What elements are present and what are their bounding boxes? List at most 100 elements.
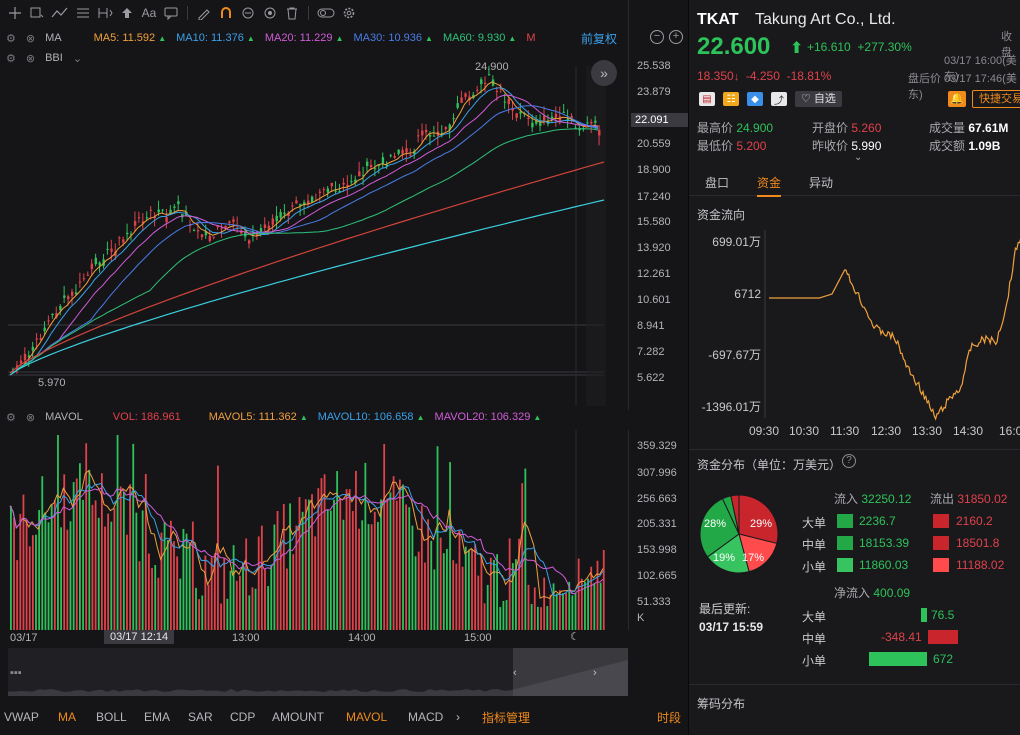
eye-icon[interactable] xyxy=(259,2,281,24)
candle-body xyxy=(428,135,432,137)
tab-boll[interactable]: BOLL xyxy=(96,710,127,724)
close-icon[interactable]: ⊗ xyxy=(25,32,36,45)
price-axis-label: 22.091 xyxy=(631,113,688,127)
candle-body xyxy=(200,234,204,238)
chevron-down-icon[interactable]: ⌄ xyxy=(72,52,83,65)
candle-body xyxy=(248,240,251,244)
tab-orderbook[interactable]: 盘口 xyxy=(705,176,730,190)
tab-ema[interactable]: EMA xyxy=(144,710,171,724)
pen-icon[interactable] xyxy=(193,2,215,24)
tag-icon[interactable]: ◆ xyxy=(747,92,763,106)
settings-icon[interactable]: ⚙ xyxy=(6,52,16,65)
settings-icon[interactable]: ⚙ xyxy=(6,32,16,45)
bell-icon[interactable]: 🔔 xyxy=(948,91,966,107)
tab-cdp[interactable]: CDP xyxy=(230,710,256,724)
close-time: 03/17 16:00(美东) xyxy=(944,55,1017,83)
tab-ma[interactable]: MA xyxy=(58,710,76,724)
close-icon[interactable]: ⊗ xyxy=(25,52,36,65)
ma10-value: MA10: 11.376 ▲ xyxy=(176,32,255,44)
quick-trade-button[interactable]: 快捷交易 xyxy=(972,90,1020,108)
net-row-label: 中单 xyxy=(802,632,827,646)
watchlist-button[interactable]: ♡ 自选 xyxy=(795,91,842,107)
crosshair-icon[interactable] xyxy=(4,2,26,24)
candle-body xyxy=(192,230,196,232)
chart-badge-icon[interactable]: ☷ xyxy=(723,92,739,106)
volume-bar xyxy=(398,479,401,630)
volume-bar xyxy=(323,474,326,630)
volume-bar xyxy=(104,526,106,630)
volume-bar xyxy=(317,488,320,630)
low-mark: 5.970 xyxy=(38,377,66,389)
tab-mavol[interactable]: MAVOL xyxy=(346,710,388,724)
after-hours-quote: 18.350↓ -4.250 -18.81% xyxy=(697,69,832,83)
volume-bar xyxy=(348,489,351,630)
trash-icon[interactable] xyxy=(281,2,303,24)
expand-button[interactable]: » xyxy=(591,60,617,86)
indicator-manage-button[interactable]: 指标管理 xyxy=(482,710,531,725)
mavol-label: MAVOL xyxy=(45,411,83,423)
volume-bar xyxy=(336,471,339,630)
pie-slice xyxy=(730,494,740,535)
volume-bar xyxy=(126,534,128,630)
timeshare-button[interactable]: 时段 xyxy=(657,710,682,725)
zoom-in-icon[interactable]: + xyxy=(669,30,683,44)
ma20-value: MA20: 11.229 ▲ xyxy=(264,32,344,44)
candle-body xyxy=(346,184,349,187)
volume-bar xyxy=(301,511,304,630)
toggle-icon[interactable] xyxy=(314,2,338,24)
share-icon[interactable]: ⤴ xyxy=(771,92,787,107)
outflow-swatch xyxy=(933,558,949,572)
volume-bar xyxy=(304,499,307,630)
volume-bar xyxy=(151,567,153,630)
magnet-icon[interactable] xyxy=(215,2,237,24)
volume-bar xyxy=(329,510,332,630)
expand-chevron-icon[interactable]: ⌄ xyxy=(854,152,863,163)
price-chart[interactable] xyxy=(8,66,628,406)
ma-more[interactable]: M xyxy=(526,32,536,44)
tab-macd[interactable]: MACD xyxy=(408,710,444,724)
tab-funds[interactable]: 资金 xyxy=(757,174,782,197)
volume-bar xyxy=(427,519,429,630)
volume-bar xyxy=(47,522,50,630)
gear-icon[interactable] xyxy=(338,2,360,24)
volume-chart[interactable] xyxy=(8,430,628,630)
text-icon[interactable]: Aa xyxy=(141,6,157,20)
tab-sar[interactable]: SAR xyxy=(188,710,213,724)
mavol-line xyxy=(9,482,604,597)
candle-body xyxy=(432,135,436,137)
candle-body xyxy=(350,181,353,183)
tab-vwap[interactable]: VWAP xyxy=(4,710,39,724)
volume-bar xyxy=(207,584,210,630)
chevron-right-icon[interactable]: › xyxy=(456,710,460,724)
fund-flow-chart[interactable]: 699.01万 6712 -697.67万 -1396.01万 09:30 10:30 11… xyxy=(689,228,1020,443)
close-icon[interactable]: ⊗ xyxy=(25,411,36,424)
volume-bar xyxy=(295,525,298,630)
comment-icon[interactable] xyxy=(160,2,182,24)
outflow-swatch xyxy=(933,536,949,550)
rect-icon[interactable] xyxy=(26,2,48,24)
high-mark: 24.900 xyxy=(475,61,509,73)
volume-bar xyxy=(191,521,194,630)
mavol10-value: MAVOL10: 106.658 ▲ xyxy=(317,411,425,423)
tab-movements[interactable]: 异动 xyxy=(809,176,834,190)
candle-body xyxy=(126,232,129,235)
candle-body xyxy=(114,251,117,256)
volume-bar xyxy=(333,499,335,630)
fibonacci-icon[interactable] xyxy=(94,2,116,24)
tab-amount[interactable]: AMOUNT xyxy=(272,710,324,724)
adjust-button[interactable]: 前复权 xyxy=(581,32,618,46)
volume-bar xyxy=(220,603,222,630)
candle-body xyxy=(562,111,566,113)
grid-icon[interactable] xyxy=(72,2,94,24)
candle-body xyxy=(90,263,94,270)
volume-bar xyxy=(361,520,364,630)
settings-icon[interactable]: ⚙ xyxy=(6,411,16,424)
lock-icon[interactable] xyxy=(237,2,259,24)
arrow-up-icon[interactable] xyxy=(116,2,138,24)
mavol-line xyxy=(9,487,604,595)
zoom-out-icon[interactable]: − xyxy=(650,30,664,44)
candle-body xyxy=(169,209,172,214)
trend-icon[interactable] xyxy=(48,2,72,24)
range-navigator[interactable]: ▪▪▪ ‹ › xyxy=(8,648,628,696)
help-icon[interactable]: ? xyxy=(842,454,856,468)
